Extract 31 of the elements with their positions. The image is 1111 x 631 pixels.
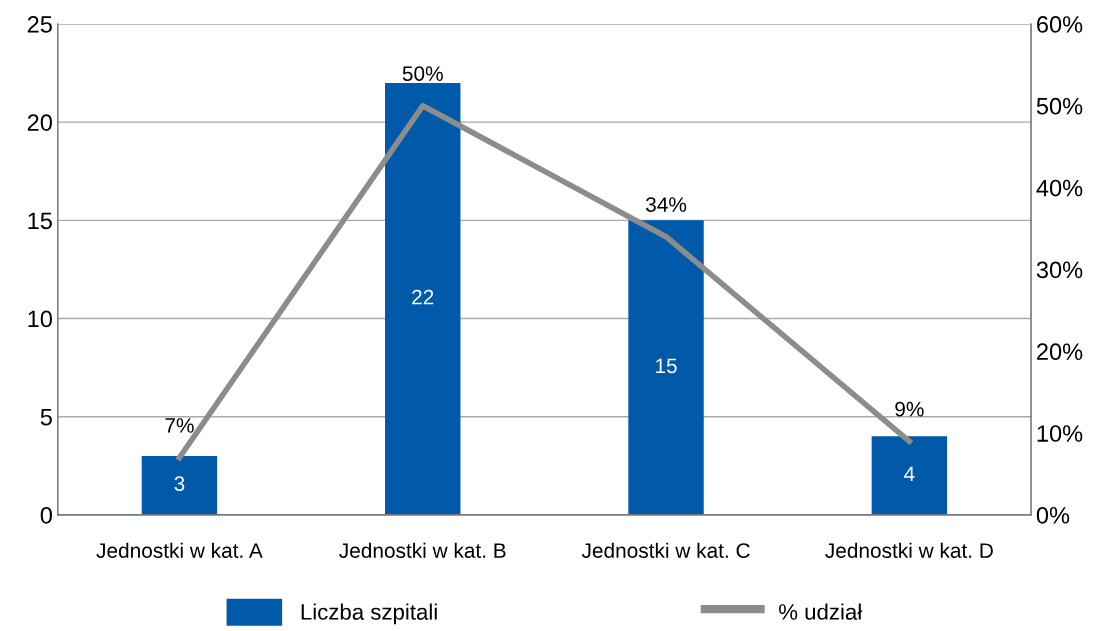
x-tick-label: Jednostki w kat. B [339,542,506,558]
bar [628,220,704,515]
y-tick-label: 5 [40,409,52,426]
x-tick-label: Jednostki w kat. A [96,542,263,558]
y2-tick-label: 10% [1037,425,1083,442]
y-tick-label: 20 [27,114,52,131]
data-label: 3 [174,476,185,492]
data-label: 9% [895,401,924,417]
legend-label: % udział [779,603,863,620]
x-tick-label: Jednostki w kat. D [825,542,993,558]
bar [385,82,461,515]
bar [141,455,218,515]
y-tick-label: 10 [28,310,52,328]
data-label: 34% [645,197,687,212]
y2-tick-label: 60% [1037,16,1083,33]
data-label: 7% [165,418,194,433]
y-tick-label: 15 [28,212,52,230]
data-label: 15 [656,358,677,374]
y2-tick-label: 20% [1037,343,1083,361]
bar [871,436,948,515]
y2-tick-label: 40% [1036,179,1083,197]
data-label: 50% [402,66,443,81]
data-label: 4 [904,466,915,482]
data-label: 22 [412,289,434,305]
y2-tick-label: 30% [1036,261,1083,279]
y2-tick-label: 50% [1036,97,1083,115]
legend-label: Liczba szpitali [301,603,437,625]
y2-tick-label: 0% [1036,506,1070,524]
y-tick-label: 0 [40,506,52,524]
x-tick-label: Jednostki w kat. C [581,542,750,558]
y-tick-label: 25 [27,16,52,33]
